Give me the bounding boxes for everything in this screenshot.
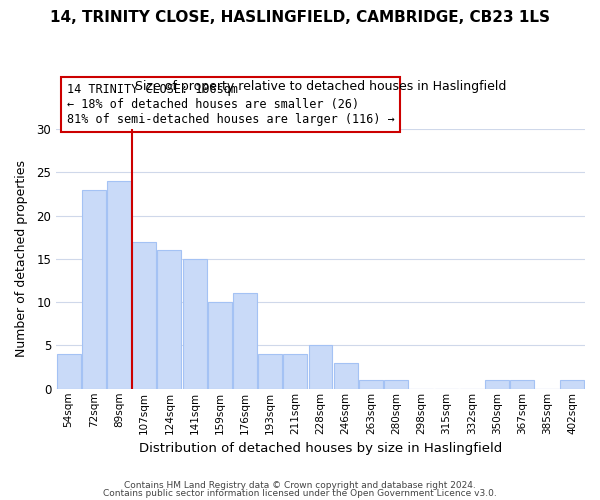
Bar [384,380,408,389]
Bar [308,346,332,389]
Y-axis label: Number of detached properties: Number of detached properties [15,160,28,358]
Bar [359,380,383,389]
Text: 14 TRINITY CLOSE: 106sqm
← 18% of detached houses are smaller (26)
81% of semi-d: 14 TRINITY CLOSE: 106sqm ← 18% of detach… [67,84,394,126]
Bar [82,190,106,389]
Bar [107,181,131,389]
Bar [334,363,358,389]
Bar [233,294,257,389]
Text: Contains HM Land Registry data © Crown copyright and database right 2024.: Contains HM Land Registry data © Crown c… [124,481,476,490]
Bar [283,354,307,389]
Bar [560,380,584,389]
Bar [208,302,232,389]
Bar [258,354,282,389]
Text: Contains public sector information licensed under the Open Government Licence v3: Contains public sector information licen… [103,488,497,498]
Bar [182,259,206,389]
Text: 14, TRINITY CLOSE, HASLINGFIELD, CAMBRIDGE, CB23 1LS: 14, TRINITY CLOSE, HASLINGFIELD, CAMBRID… [50,10,550,25]
X-axis label: Distribution of detached houses by size in Haslingfield: Distribution of detached houses by size … [139,442,502,455]
Bar [56,354,80,389]
Bar [132,242,156,389]
Bar [157,250,181,389]
Title: Size of property relative to detached houses in Haslingfield: Size of property relative to detached ho… [135,80,506,93]
Bar [485,380,509,389]
Bar [510,380,534,389]
